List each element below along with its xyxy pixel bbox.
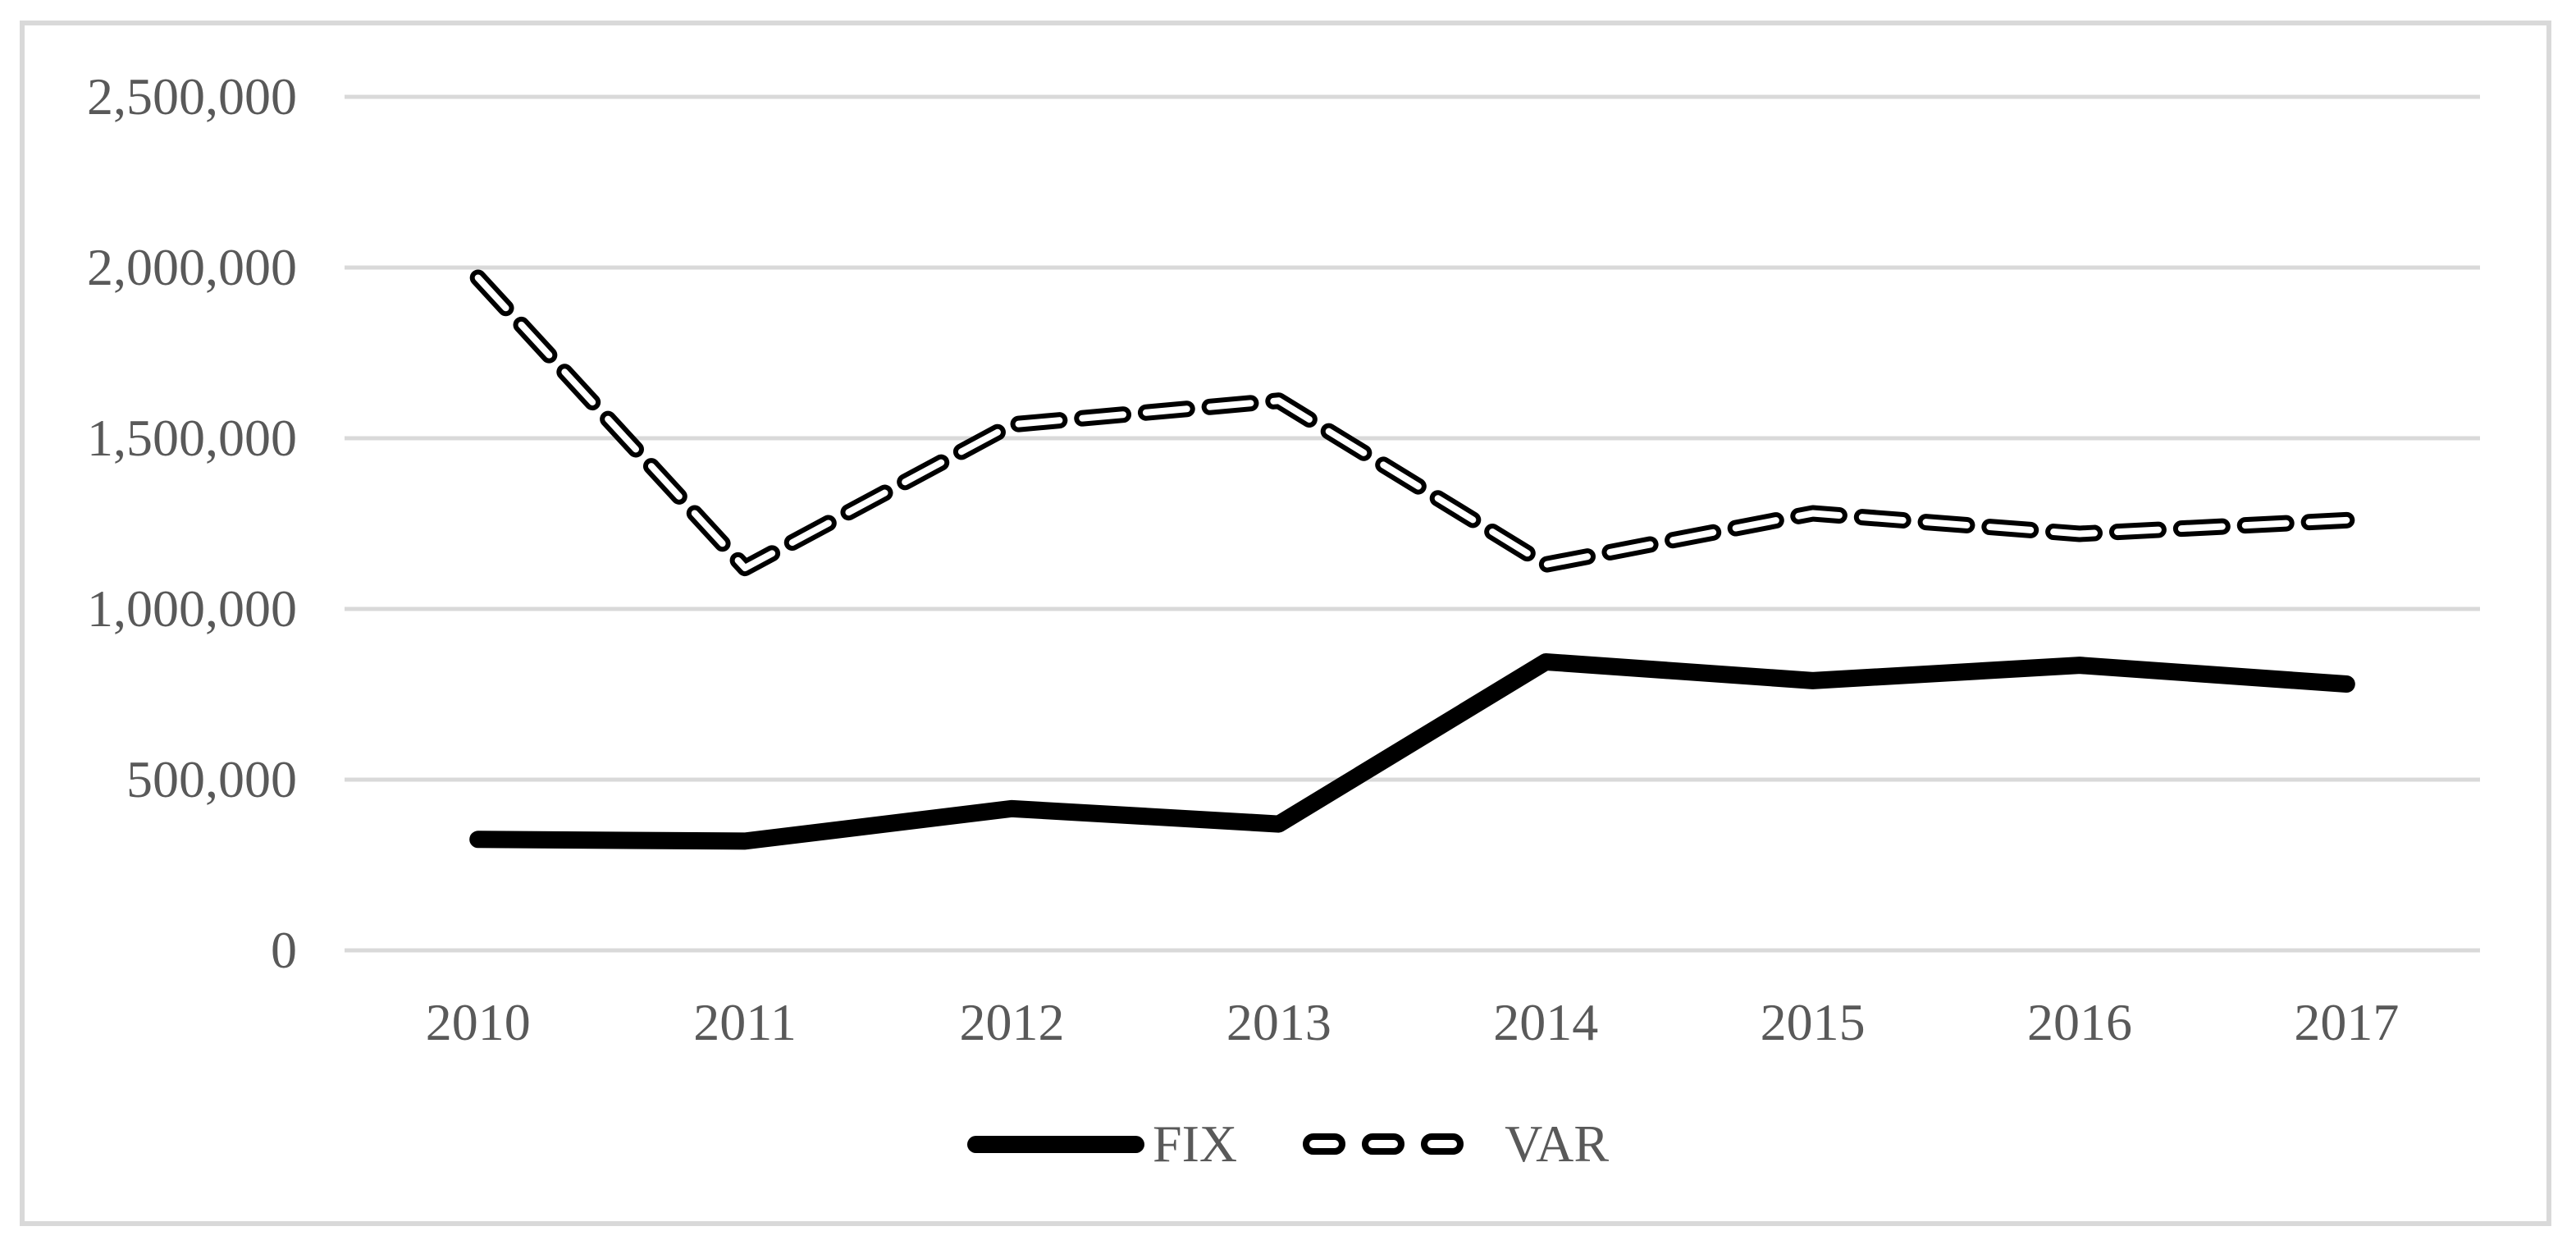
legend-item-fix: FIX [967,1118,1237,1170]
x-axis-label: 2010 [425,993,531,1051]
var-legend-label: VAR [1505,1114,1609,1173]
y-axis-label: 1,000,000 [87,579,297,638]
legend: FIX VAR [0,1110,2576,1178]
var-line [469,269,2355,577]
y-axis-label: 500,000 [126,750,297,808]
y-axis-label: 1,500,000 [87,409,297,467]
legend-item-var: VAR [1303,1118,1609,1170]
fix-line [469,652,2355,850]
dash-segment-icon [1303,1133,1346,1155]
var-line-inner-stripe [474,274,2350,572]
y-axis-label: 0 [271,921,297,979]
dash-segment-icon [1421,1133,1464,1155]
x-axis-label: 2012 [959,993,1065,1051]
x-axis-label: 2013 [1226,993,1331,1051]
fix-solid-line-swatch-icon [967,1135,1144,1153]
chart-frame [20,21,2551,1226]
y-axis-label: 2,500,000 [87,67,297,126]
x-axis-label: 2017 [2294,993,2400,1051]
var-dashed-line-swatch-icon [1303,1133,1464,1155]
x-axis-label: 2011 [693,993,797,1051]
dash-segment-icon [1362,1133,1405,1155]
fix-legend-label: FIX [1153,1114,1238,1173]
x-axis-label: 2014 [1493,993,1599,1051]
y-axis-label: 2,000,000 [87,238,297,296]
x-axis-label: 2016 [2026,993,2132,1051]
x-axis-label: 2015 [1760,993,1866,1051]
